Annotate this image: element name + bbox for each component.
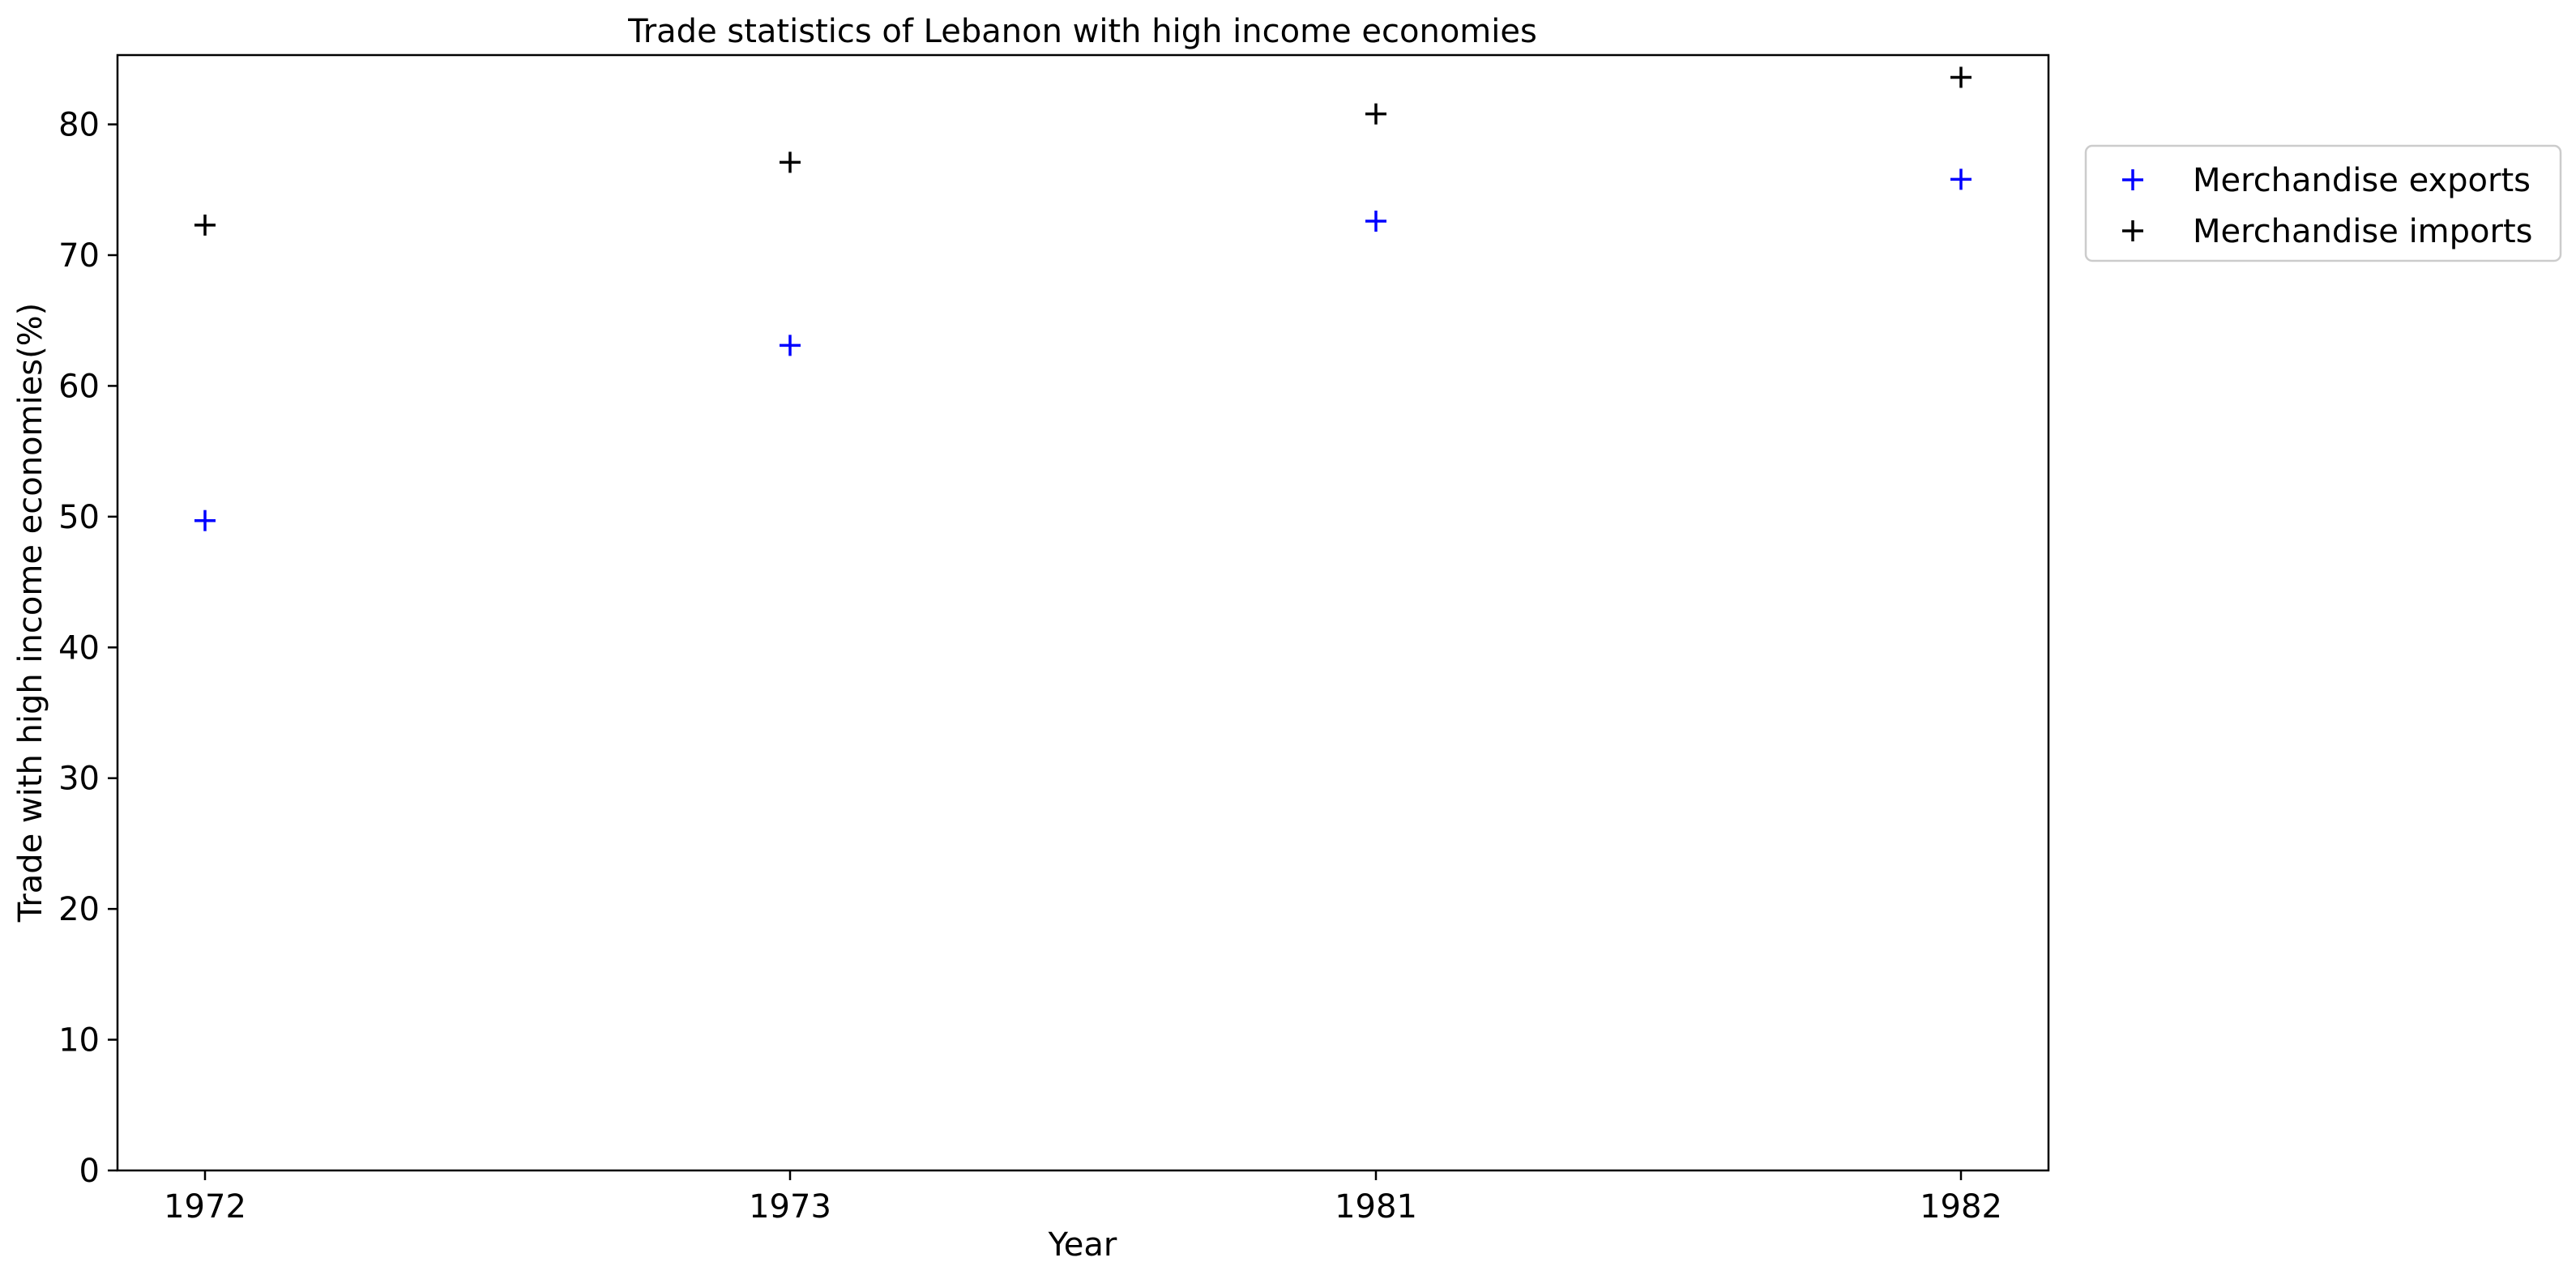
data-point-exports <box>1950 168 1972 190</box>
y-axis-label: Trade with high income economies(%) <box>12 303 49 923</box>
y-tick-label: 10 <box>58 1022 100 1059</box>
legend-label: Merchandise imports <box>2193 213 2532 250</box>
data-point-exports <box>780 335 801 356</box>
data-point-imports <box>1950 66 1972 88</box>
y-tick-label: 70 <box>58 237 100 275</box>
data-point-imports <box>780 151 801 173</box>
y-tick-label: 60 <box>58 368 100 405</box>
data-markers <box>194 66 1972 531</box>
legend: Merchandise exports Merchandise imports <box>2084 144 2562 262</box>
plot-area-frame <box>116 53 2050 1172</box>
x-tick-label: 1972 <box>164 1188 246 1226</box>
y-tick-label: 50 <box>58 499 100 536</box>
x-tick-label: 1982 <box>1920 1188 2002 1226</box>
legend-marker-exports <box>2122 169 2143 190</box>
x-axis-label: Year <box>1048 1226 1117 1264</box>
y-axis-ticks: 0 10 20 30 40 50 60 70 80 <box>58 107 117 1190</box>
legend-frame <box>2084 144 2562 262</box>
y-tick-label: 80 <box>58 107 100 144</box>
data-point-exports <box>194 509 216 531</box>
x-axis-ticks: 1972 1973 1981 1982 <box>164 1170 2002 1226</box>
legend-label: Merchandise exports <box>2193 162 2531 199</box>
y-tick-label: 0 <box>79 1153 100 1190</box>
chart-title: Trade statistics of Lebanon with high in… <box>627 13 1537 50</box>
data-point-imports <box>194 214 216 236</box>
x-tick-label: 1973 <box>749 1188 831 1226</box>
data-point-imports <box>1365 103 1386 125</box>
data-point-exports <box>1365 211 1386 232</box>
legend-marker-imports <box>2122 220 2143 241</box>
y-tick-label: 40 <box>58 629 100 667</box>
y-tick-label: 20 <box>58 891 100 928</box>
y-tick-label: 30 <box>58 761 100 798</box>
x-tick-label: 1981 <box>1335 1188 1417 1226</box>
